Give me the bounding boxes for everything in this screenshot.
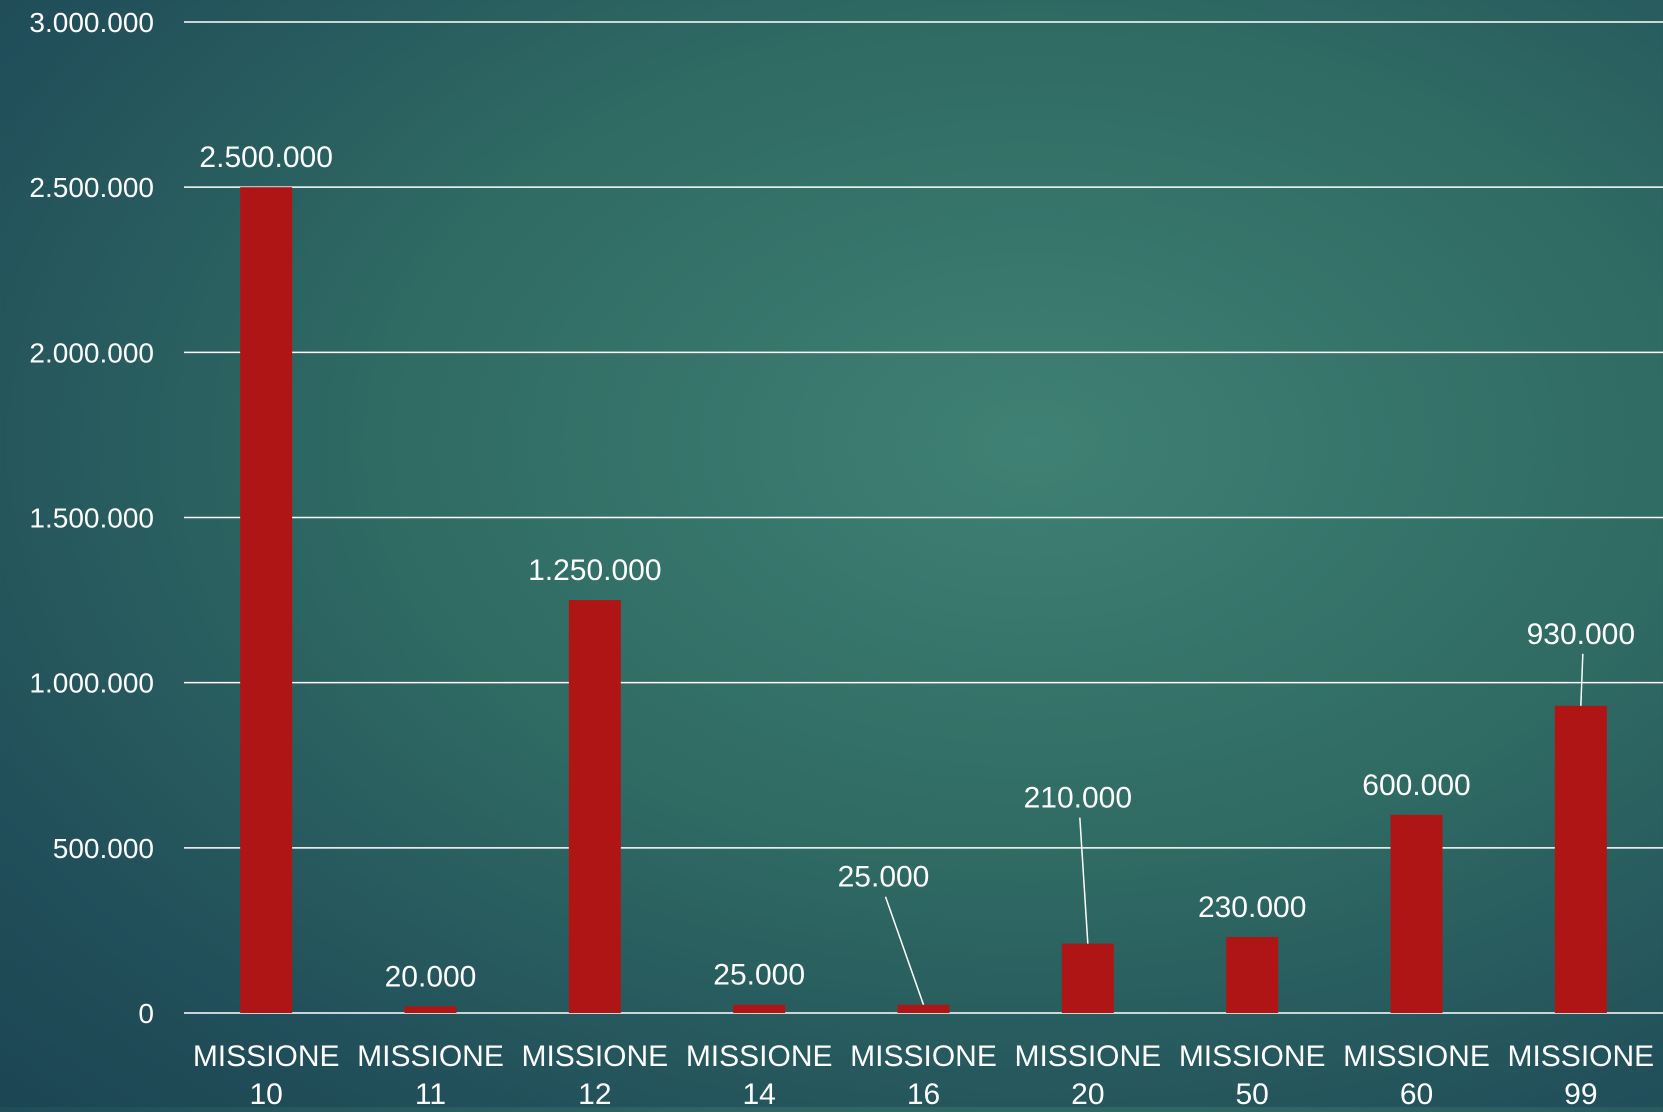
data-label: 600.000	[1362, 769, 1470, 802]
x-tick-label: MISSIONE	[1179, 1040, 1326, 1073]
x-tick-label: MISSIONE	[686, 1040, 833, 1073]
x-tick-label: MISSIONE	[357, 1040, 504, 1073]
y-axis-tick-labels: 0 500.000 1.000.000 1.500.000 2.000.000 2.500…	[29, 7, 154, 1029]
y-tick-label: 0	[138, 998, 154, 1029]
bar	[568, 600, 621, 1013]
x-tick-label: 10	[249, 1078, 282, 1107]
gridlines	[184, 21, 1663, 1014]
y-tick-label: 2.000.000	[29, 337, 154, 368]
bar-value-labels: 2.500.000 20.000 1.250.000 25.000 25.000 210.…	[199, 141, 1635, 993]
data-label: 230.000	[1198, 891, 1306, 924]
bar	[1390, 814, 1443, 1013]
bar	[1061, 943, 1114, 1013]
data-label: 25.000	[713, 959, 805, 992]
bar	[1226, 937, 1279, 1013]
y-tick-label: 500.000	[53, 833, 154, 864]
x-tick-label: 16	[907, 1078, 940, 1107]
x-tick-label: MISSIONE	[850, 1040, 997, 1073]
x-tick-label: 99	[1564, 1078, 1597, 1107]
x-tick-label: 11	[415, 1078, 446, 1107]
data-label: 1.250.000	[528, 554, 661, 587]
data-label: 2.500.000	[199, 141, 332, 174]
bar	[733, 1004, 786, 1013]
data-label: 20.000	[385, 960, 477, 993]
y-tick-label: 1.500.000	[29, 503, 154, 534]
x-tick-label: MISSIONE	[521, 1040, 668, 1073]
label-leader-lines	[884, 653, 1584, 1005]
x-tick-label: MISSIONE	[1343, 1040, 1490, 1073]
x-axis-category-labels: MISSIONE 10 MISSIONE 11 MISSIONE 12 MISSIONE 14…	[193, 1040, 1654, 1111]
x-tick-label: 14	[742, 1078, 775, 1107]
leader-line	[884, 896, 925, 1005]
bar	[1554, 705, 1607, 1013]
bars	[240, 187, 1607, 1013]
x-tick-label: 12	[578, 1078, 611, 1107]
leader-line	[1580, 653, 1584, 706]
bar	[404, 1006, 457, 1013]
x-tick-label: 20	[1071, 1078, 1104, 1107]
x-tick-label: 60	[1400, 1078, 1433, 1107]
x-tick-label: MISSIONE	[1014, 1040, 1161, 1073]
data-label: 930.000	[1527, 618, 1635, 651]
data-label: 25.000	[838, 861, 930, 894]
bar	[240, 187, 293, 1013]
y-tick-label: 3.000.000	[29, 7, 154, 38]
y-tick-label: 2.500.000	[29, 172, 154, 203]
leader-line	[1079, 817, 1089, 944]
data-label: 210.000	[1024, 782, 1132, 815]
x-tick-label: 50	[1235, 1078, 1268, 1107]
x-tick-label: MISSIONE	[193, 1040, 340, 1073]
x-tick-label: MISSIONE	[1507, 1040, 1654, 1073]
y-tick-label: 1.000.000	[29, 668, 154, 699]
bar	[897, 1004, 950, 1013]
